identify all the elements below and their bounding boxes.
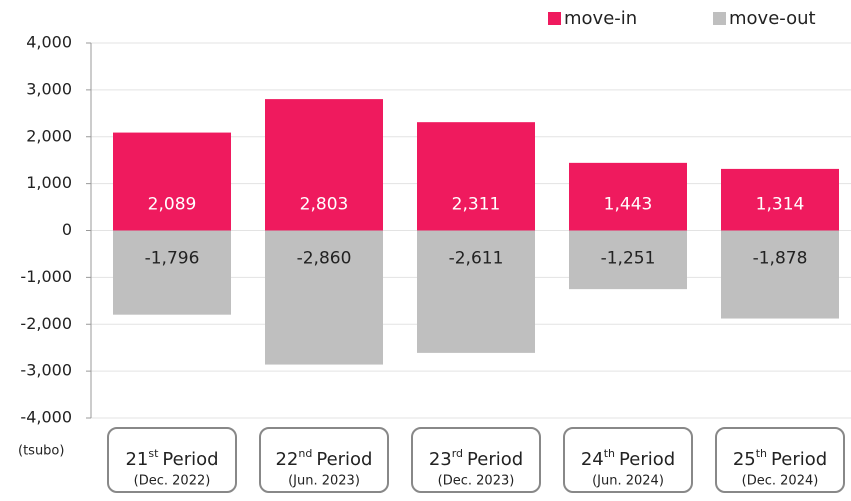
bar <box>417 230 535 353</box>
bar <box>265 99 383 231</box>
y-tick-label: 2,000 <box>26 126 72 145</box>
y-tick-label: -2,000 <box>20 314 72 333</box>
category-word: Period <box>619 449 675 470</box>
bar <box>721 168 839 231</box>
category-date: (Dec. 2024) <box>742 474 819 489</box>
category-number: 23 <box>429 449 452 470</box>
category-number: 21 <box>125 449 148 470</box>
category-box <box>259 427 389 493</box>
category-box <box>411 427 541 493</box>
y-tick-label: -4,000 <box>20 408 72 427</box>
category-suffix: st <box>148 447 159 460</box>
category-date: (Dec. 2022) <box>134 474 211 489</box>
category-box <box>715 427 845 493</box>
bar <box>113 132 231 231</box>
legend-label: move-in <box>564 8 637 29</box>
category-word: Period <box>316 449 372 470</box>
data-label: 2,311 <box>452 195 501 215</box>
category-number: 22 <box>275 449 298 470</box>
category-date: (Dec. 2023) <box>438 474 515 489</box>
y-tick-label: 0 <box>62 220 72 239</box>
y-tick-label: 1,000 <box>26 173 72 192</box>
data-label: 2,089 <box>148 195 197 215</box>
y-axis-label: (tsubo) <box>18 444 64 459</box>
category-suffix: th <box>604 447 615 460</box>
legend-swatch <box>713 12 726 25</box>
category-word: Period <box>162 449 218 470</box>
category-label: 24th Period <box>581 447 675 470</box>
legend-swatch <box>548 12 561 25</box>
bar <box>569 162 687 231</box>
category-label: 22nd Period <box>275 447 372 470</box>
y-tick-label: 3,000 <box>26 79 72 98</box>
category-label: 25th Period <box>733 447 827 470</box>
category-date: (Jun. 2023) <box>288 474 360 489</box>
data-label: -2,860 <box>297 249 352 269</box>
category-suffix: th <box>756 447 767 460</box>
data-label: -1,878 <box>753 249 808 269</box>
y-tick-label: 4,000 <box>26 33 72 52</box>
category-box <box>107 427 237 493</box>
category-number: 24 <box>581 449 604 470</box>
data-label: 1,443 <box>604 195 653 215</box>
category-date: (Jun. 2024) <box>592 474 664 489</box>
bar <box>265 230 383 365</box>
category-word: Period <box>771 449 827 470</box>
y-tick-label: -1,000 <box>20 267 72 286</box>
data-label: -2,611 <box>449 249 504 269</box>
category-suffix: rd <box>452 447 463 460</box>
category-word: Period <box>467 449 523 470</box>
data-label: 1,314 <box>756 195 805 215</box>
bar <box>417 122 535 231</box>
y-tick-label: -3,000 <box>20 361 72 380</box>
data-label: -1,251 <box>601 249 656 269</box>
category-number: 25 <box>733 449 756 470</box>
bar <box>569 230 687 290</box>
data-label: -1,796 <box>145 249 200 269</box>
bar <box>721 230 839 319</box>
category-label: 21st Period <box>125 447 218 470</box>
data-label: 2,803 <box>300 195 349 215</box>
category-box <box>563 427 693 493</box>
legend-label: move-out <box>729 8 816 29</box>
category-suffix: nd <box>298 447 312 460</box>
bar <box>113 230 231 315</box>
category-label: 23rd Period <box>429 447 523 470</box>
